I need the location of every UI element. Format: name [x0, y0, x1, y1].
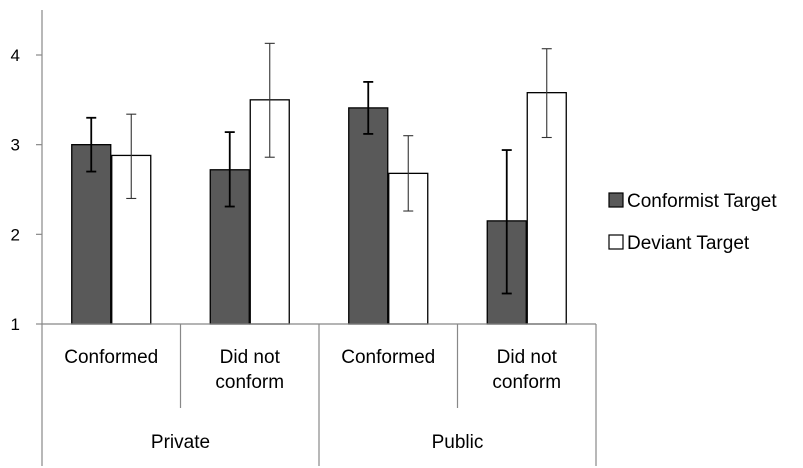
bars-layer	[71, 92, 567, 325]
error-bar-conformist-0	[86, 116, 97, 173]
y-tick-label-4: 4	[11, 46, 20, 65]
x-subcategory-label-0: Conformed	[64, 347, 158, 368]
legend: Conformist Target Deviant Target	[608, 191, 777, 254]
error-bar-conformist-2	[363, 81, 374, 135]
y-tick-label-3: 3	[11, 136, 20, 155]
y-tick-label-2: 2	[11, 225, 20, 244]
legend-label-1: Deviant Target	[627, 233, 750, 254]
error-bar-deviant-1	[264, 42, 275, 158]
axis-layer: 1 2 3 4 Conformed Did not conform Conformed Did …	[11, 10, 597, 466]
legend-swatch-1	[608, 234, 624, 250]
x-group-label-1: Public	[432, 432, 484, 453]
bar-deviant-1	[249, 99, 290, 325]
bar-conformist-0	[71, 144, 112, 325]
y-tick-label-1: 1	[11, 315, 20, 334]
x-subcategory-label-1: Did not conform	[215, 347, 284, 393]
x-group-label-0: Private	[151, 432, 210, 453]
legend-item-conformist: Conformist Target	[608, 191, 777, 212]
legend-swatch-0	[608, 192, 624, 208]
x-subcategory-label-2: Conformed	[341, 347, 435, 368]
x-subcategory-label-3: Did not conform	[492, 347, 561, 393]
error-bar-conformist-1	[224, 131, 235, 208]
legend-item-deviant: Deviant Target	[608, 233, 750, 254]
error-bar-conformist-3	[501, 149, 512, 295]
error-bar-deviant-2	[403, 135, 414, 212]
legend-label-0: Conformist Target	[627, 191, 777, 212]
error-bar-deviant-3	[541, 48, 552, 139]
error-bar-deviant-0	[126, 113, 137, 200]
bar-conformist-2	[348, 107, 389, 325]
error-bars-layer	[86, 42, 552, 295]
